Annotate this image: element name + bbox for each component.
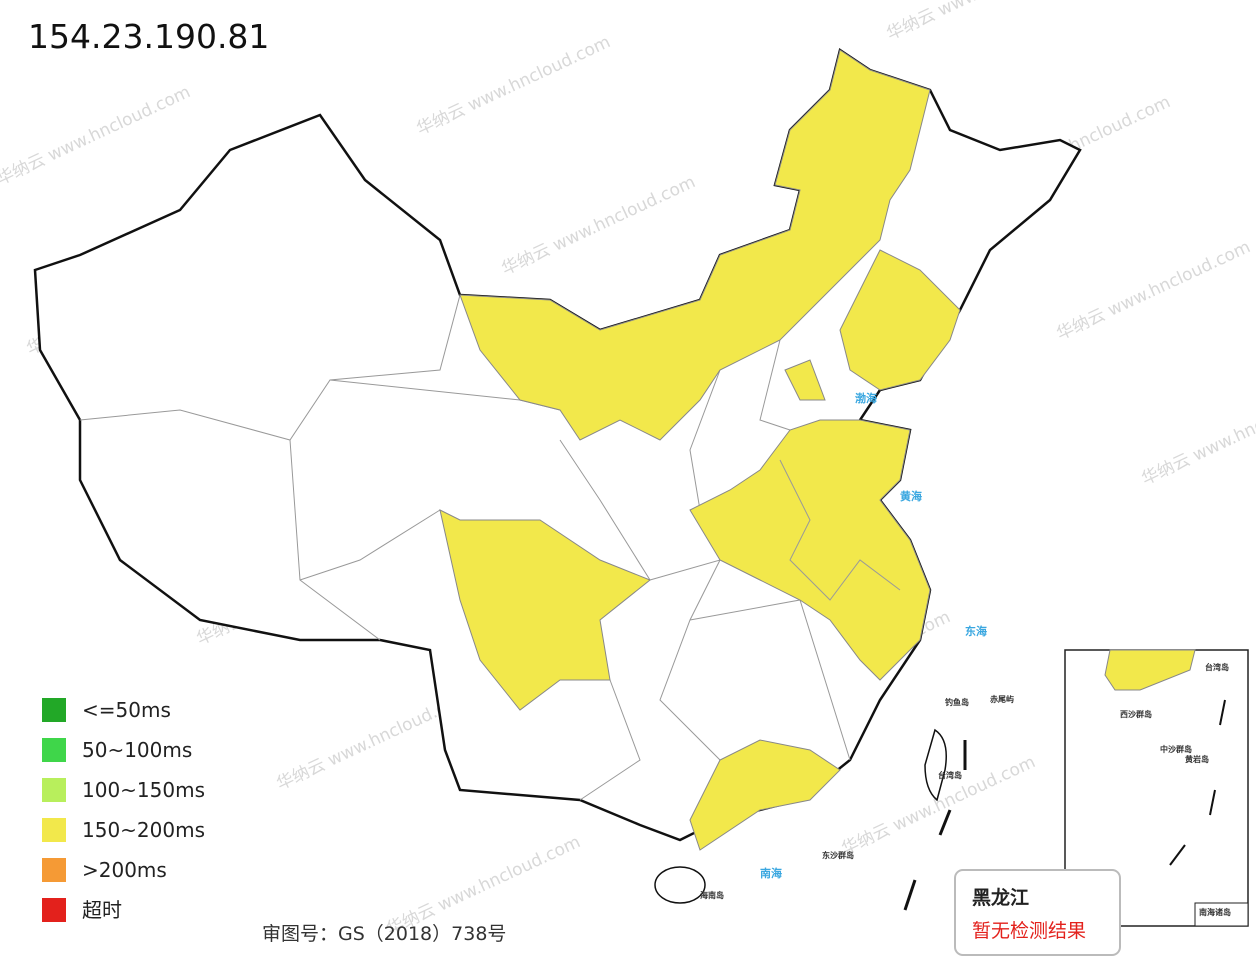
island-labels: 钓鱼岛 赤尾屿 台湾岛 海南岛 东沙群岛 (700, 694, 1014, 900)
inset-label: 黄岩岛 (1185, 754, 1209, 764)
legend-swatch (42, 698, 66, 722)
inset-title: 南海诸岛 (1199, 907, 1231, 917)
tooltip-status: 暂无检测结果 (972, 920, 1086, 942)
hainan (654, 866, 706, 904)
watermark: 华纳云 www.hncloud.com (884, 0, 1084, 45)
legend-swatch (42, 858, 66, 882)
watermark: 华纳云 www.hncloud.com (1054, 237, 1254, 344)
island-label: 海南岛 (700, 890, 724, 900)
sea-label: 黄海 (900, 489, 922, 503)
china-outline (33, 47, 1082, 842)
legend-label: 50~100ms (82, 738, 192, 762)
watermark: 华纳云 www.hncloud.com (1139, 382, 1256, 489)
legend-label: <=50ms (82, 698, 171, 722)
legend-label: >200ms (82, 858, 167, 882)
province (784, 359, 826, 401)
legend-label: 150~200ms (82, 818, 205, 842)
legend-label: 100~150ms (82, 778, 205, 802)
island-label: 东沙群岛 (822, 850, 854, 860)
province (839, 249, 961, 391)
legend-swatch (42, 818, 66, 842)
taiwan (924, 728, 947, 802)
ip-title: 154.23.190.81 (28, 17, 269, 56)
legend: <=50ms 50~100ms 100~150ms 150~200ms >200ms 超时 (42, 698, 205, 922)
watermark: 华纳云 www.hncloud.com (0, 82, 194, 189)
tooltip-province: 黑龙江 (972, 886, 1029, 909)
highlighted-provinces (439, 49, 961, 851)
island-label: 钓鱼岛 (945, 697, 969, 707)
legend-swatch (42, 898, 66, 922)
sea-label: 东海 (965, 624, 987, 638)
island-label: 赤尾屿 (990, 694, 1014, 704)
legend-swatch (42, 778, 66, 802)
tooltip: 黑龙江 暂无检测结果 (954, 869, 1121, 956)
inset-label: 西沙群岛 (1120, 709, 1152, 719)
watermark: 华纳云 www.hncloud.com (414, 32, 614, 139)
province-borders (779, 459, 901, 601)
sea-labels: 渤海 黄海 东海 南海 (760, 391, 987, 880)
province (689, 419, 931, 681)
province (689, 739, 841, 851)
sea-label: 渤海 (855, 391, 877, 405)
province (459, 49, 931, 441)
map-approval-note: 审图号：GS（2018）738号 (262, 923, 506, 945)
island-label: 台湾岛 (938, 770, 962, 780)
watermark: 华纳云 www.hncloud.com (499, 172, 699, 279)
legend-label: 超时 (82, 898, 122, 922)
sea-label: 南海 (760, 866, 782, 880)
province (439, 509, 651, 711)
legend-swatch (42, 738, 66, 762)
inset-label: 中沙群岛 (1160, 744, 1192, 754)
boundary-dashes (903, 740, 967, 911)
inset-label: 台湾岛 (1205, 662, 1229, 672)
